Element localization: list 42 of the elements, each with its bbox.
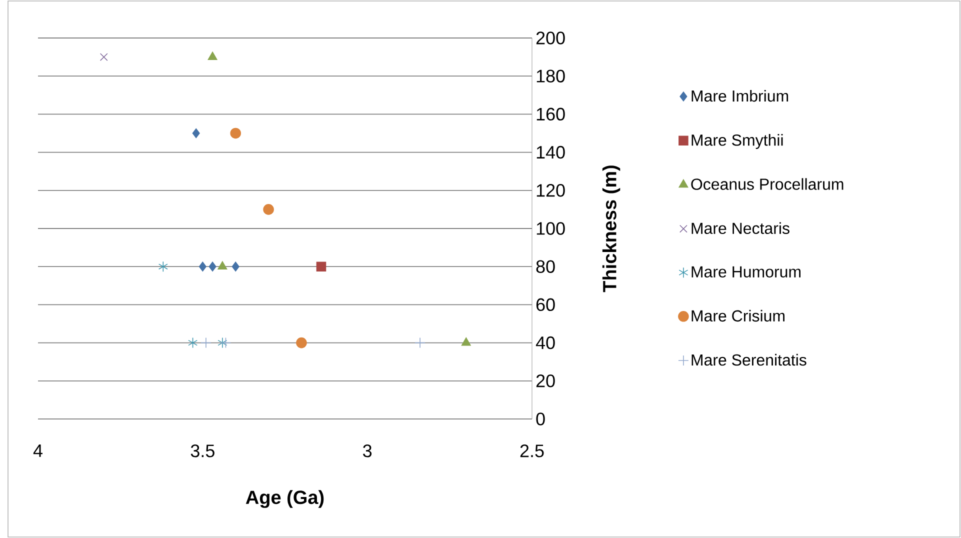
legend-label: Mare Smythii xyxy=(692,134,783,149)
legend-label: Mare Imbrium xyxy=(692,90,788,102)
y-tick-label: 60 xyxy=(536,298,555,312)
point xyxy=(220,337,232,348)
y-tick-label: 200 xyxy=(536,32,565,44)
y-tick-label: 40 xyxy=(536,336,555,350)
legend-label: Mare Serenitatis xyxy=(692,354,806,366)
point xyxy=(461,337,471,346)
point xyxy=(218,261,228,270)
y-tick-label: 120 xyxy=(536,184,565,197)
y-tick-label: 80 xyxy=(536,260,555,273)
point xyxy=(414,337,426,348)
point xyxy=(198,262,206,272)
point xyxy=(230,128,241,139)
y-axis-title: Thickness (m) xyxy=(602,166,620,292)
y-tick-label: 160 xyxy=(536,108,565,121)
x-tick-label: 3.5 xyxy=(190,444,214,458)
point xyxy=(208,52,218,60)
point xyxy=(200,337,212,348)
y-tick-label: 180 xyxy=(536,70,565,82)
point xyxy=(296,337,307,348)
legend-label: Oceanus Procellarum xyxy=(691,178,844,190)
point xyxy=(100,53,108,61)
x-tick-label: 3 xyxy=(363,444,372,458)
y-tick-label: 140 xyxy=(536,146,565,159)
point xyxy=(188,337,198,348)
point xyxy=(208,262,216,272)
legend-label: Mare Crisium xyxy=(692,310,784,322)
legend-label: Mare Humorum xyxy=(692,266,800,278)
point xyxy=(218,337,228,348)
point xyxy=(316,262,326,272)
point xyxy=(158,261,168,272)
point xyxy=(232,262,240,272)
x-tick-label: 2.5 xyxy=(520,444,544,458)
x-tick-label: 4 xyxy=(33,444,42,457)
y-tick-label: 100 xyxy=(536,222,565,235)
x-axis-title: Age (Ga) xyxy=(246,490,324,508)
point xyxy=(263,204,274,215)
y-tick-label: 0 xyxy=(536,412,545,426)
point xyxy=(192,128,200,138)
y-tick-label: 20 xyxy=(536,374,555,388)
legend-label: Mare Nectaris xyxy=(692,222,790,234)
